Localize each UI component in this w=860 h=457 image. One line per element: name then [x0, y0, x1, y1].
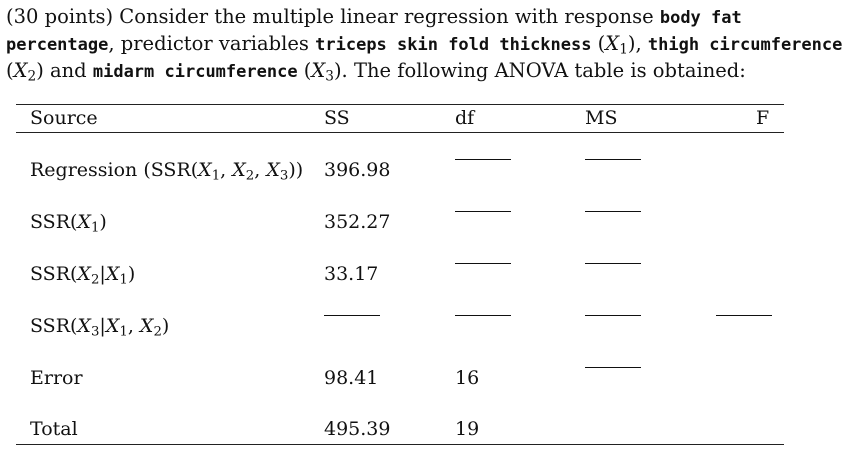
predictor-1: triceps skin fold thickness — [315, 35, 592, 55]
blank-f — [716, 315, 772, 316]
table-body: Regression (SSR(X1, X2, X3)) 396.98 SSR(… — [16, 133, 784, 444]
row-source-ssr-x2-given-x1: SSR(X2|X1) — [30, 263, 136, 288]
problem-text: , predictor variables — [108, 32, 316, 55]
header-ms: MS — [585, 107, 618, 129]
blank-ms — [585, 367, 641, 368]
blank-ms — [585, 263, 641, 264]
header-f: F — [756, 107, 770, 129]
row-source-ssr-x1: SSR(X1) — [30, 211, 107, 236]
table-row: SSR(X3|X1, X2) — [16, 315, 784, 345]
row-ss: 352.27 — [324, 211, 391, 233]
header-df: df — [455, 107, 475, 129]
row-ss: 495.39 — [324, 418, 391, 440]
header-ss: SS — [324, 107, 350, 129]
blank-df — [455, 159, 511, 160]
table-row: Regression (SSR(X1, X2, X3)) 396.98 — [16, 159, 784, 189]
row-source-ssr-x3-given-x1-x2: SSR(X3|X1, X2) — [30, 315, 170, 340]
table-top-rule — [16, 104, 784, 105]
row-df: 19 — [455, 418, 480, 440]
var-x3-sub: 3 — [325, 68, 334, 85]
blank-df — [455, 211, 511, 212]
blank-ms — [585, 211, 641, 212]
blank-df — [455, 315, 511, 316]
table-header-row: Source SS df MS F — [16, 105, 784, 132]
var-x1-sub: 1 — [619, 41, 628, 58]
row-source-total: Total — [30, 418, 78, 440]
predictor-3: midarm circumference — [92, 62, 298, 82]
table-row: Total 495.39 19 — [16, 418, 784, 448]
table-row: SSR(X2|X1) 33.17 — [16, 263, 784, 293]
table-bottom-rule — [16, 444, 784, 445]
problem-statement: (30 points) Consider the multiple linear… — [6, 5, 843, 85]
row-ss: 33.17 — [324, 263, 379, 285]
row-source-regression: Regression (SSR(X1, X2, X3)) — [30, 159, 304, 184]
row-ss: 396.98 — [324, 159, 391, 181]
row-source-error: Error — [30, 367, 83, 389]
var-x2: X — [13, 59, 28, 82]
blank-ms — [585, 315, 641, 316]
table-header-rule — [16, 132, 784, 133]
table-row: Error 98.41 16 — [16, 367, 784, 397]
blank-df — [455, 263, 511, 264]
var-x1: X — [605, 32, 620, 55]
row-df: 16 — [455, 367, 480, 389]
row-ss: 98.41 — [324, 367, 379, 389]
table-row: SSR(X1) 352.27 — [16, 211, 784, 241]
anova-table: Source SS df MS F Regression (SSR(X1, X2… — [16, 104, 784, 445]
blank-ms — [585, 159, 641, 160]
problem-text: ) and — [36, 59, 93, 82]
var-x2-sub: 2 — [27, 68, 37, 85]
predictor-2: thigh circumference — [647, 35, 843, 55]
problem-text: ), — [627, 32, 648, 55]
blank-ss — [324, 315, 380, 316]
problem-text: ). The following ANOVA table is obtained… — [333, 59, 746, 82]
var-x3: X — [311, 59, 326, 82]
problem-text: (30 points) Consider the multiple linear… — [6, 5, 660, 28]
header-source: Source — [30, 107, 98, 129]
response-variable: body fat percentage — [6, 8, 742, 55]
